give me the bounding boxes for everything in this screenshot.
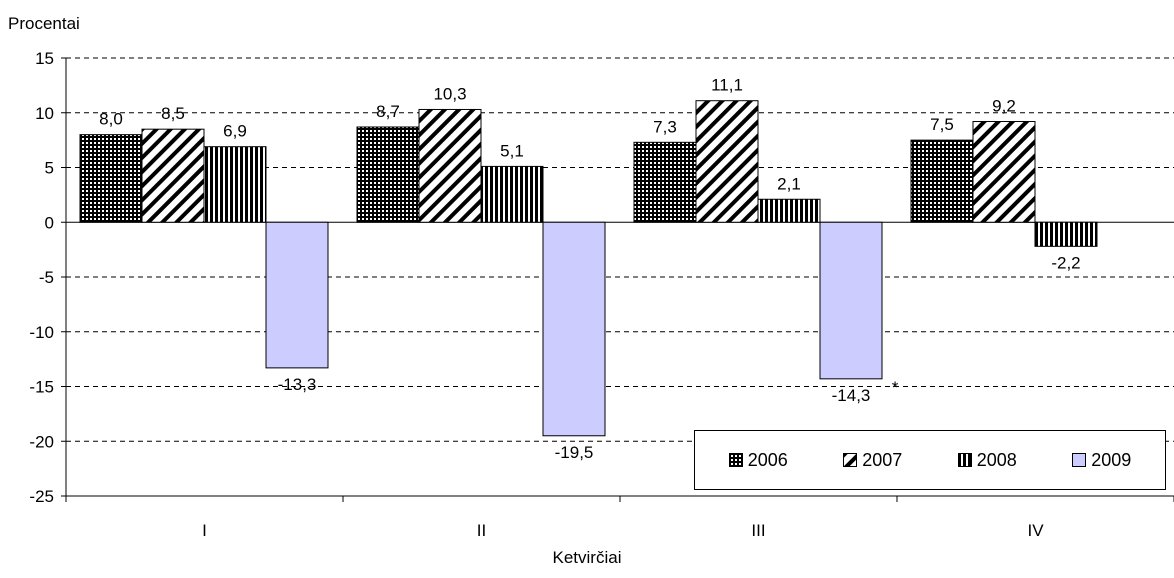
- bar-2007-IV: [972, 121, 1036, 223]
- legend-swatch: [728, 453, 743, 467]
- data-label: 11,1: [711, 76, 743, 95]
- data-label: 8,0: [99, 110, 123, 129]
- legend-item-2009: 2009: [1072, 450, 1131, 471]
- bar-2008-II: [480, 165, 544, 223]
- data-label: 9,2: [992, 97, 1016, 116]
- legend-label: 2008: [976, 449, 1017, 470]
- data-label: 8,7: [376, 102, 400, 121]
- legend-item-2007: 2007: [843, 450, 902, 471]
- data-label: -14,3: [832, 386, 871, 405]
- y-tick-label: -5: [39, 268, 54, 287]
- legend-label: 2009: [1091, 449, 1132, 470]
- x-tick-label: III: [751, 521, 765, 540]
- data-label: 7,5: [930, 115, 954, 134]
- legend-item-2008: 2008: [957, 449, 1017, 471]
- x-tick-label: IV: [1027, 521, 1044, 540]
- data-labels: 8,0 8,7 7,3 7,5 8,5 10,3 11,1 9,2 6,9 5,1 2,1 -2,2 -…: [99, 76, 1080, 462]
- data-label: 5,1: [500, 141, 524, 160]
- legend-swatch: [843, 453, 858, 467]
- bar-2006-IV: [910, 139, 974, 223]
- y-tick-label: -15: [29, 378, 54, 397]
- data-label: -2,2: [1051, 253, 1080, 272]
- bar-2006-II: [356, 126, 420, 223]
- y-tick-label: -10: [29, 323, 54, 342]
- x-tick-label: I: [202, 521, 207, 540]
- legend-swatch: [957, 453, 972, 467]
- legend: 2006 2007 2008 2009: [694, 430, 1166, 490]
- bar-2006-I: [79, 134, 143, 223]
- bar-2008-IV: [1034, 221, 1098, 247]
- legend-item-2006: 2006: [728, 449, 788, 471]
- y-tick-label: 0: [45, 213, 54, 232]
- legend-label: 2006: [747, 449, 788, 470]
- data-label: 6,9: [223, 122, 247, 141]
- data-label: 7,3: [653, 117, 677, 136]
- y-tick-label: 10: [35, 104, 54, 123]
- legend-swatch: [1072, 453, 1087, 467]
- legend-label: 2007: [862, 449, 903, 470]
- data-label: 8,5: [161, 104, 185, 123]
- x-axis-title: Ketvirčiai: [552, 548, 622, 567]
- bar-2009-I: [265, 221, 329, 369]
- bar-2006-III: [633, 141, 697, 223]
- y-tick-label: 5: [45, 159, 54, 178]
- y-tick-label: 15: [35, 49, 54, 68]
- bar-2009-III: [819, 221, 883, 380]
- bar-2008-I: [203, 146, 267, 223]
- y-axis-title: Procentai: [8, 14, 80, 33]
- bar-2007-III: [695, 100, 759, 223]
- bar-2009-II: [542, 221, 606, 437]
- data-label: 2,1: [777, 174, 801, 193]
- data-label: -19,5: [555, 443, 594, 462]
- bars: [79, 100, 1098, 437]
- x-tick-label: II: [477, 521, 486, 540]
- bar-2008-III: [757, 198, 821, 223]
- y-tick-label: -20: [29, 432, 54, 451]
- bar-2007-I: [141, 128, 205, 223]
- bar-2007-II: [418, 108, 482, 223]
- data-label: 10,3: [433, 84, 466, 103]
- y-tick-label: -25: [29, 487, 54, 506]
- data-label: -13,3: [278, 375, 317, 394]
- annotation: *: [892, 378, 899, 397]
